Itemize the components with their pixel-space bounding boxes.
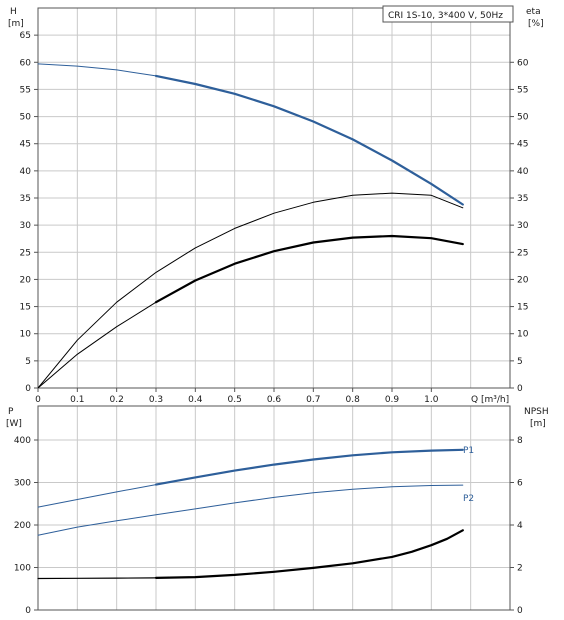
- top-left-axis-title-symbol: H: [10, 7, 17, 17]
- top-right-tick-label: 40: [517, 167, 529, 177]
- top-chart-tick-labels: 0 5 10 15 20 25 30 35 40 45 50 55 60 65 0 5 10 15 20 25 30 35…: [20, 31, 529, 405]
- top-left-tick-label: 65: [20, 31, 31, 41]
- top-right-axis-title-symbol: eta: [526, 7, 541, 17]
- x-tick-label: 0.2: [110, 395, 124, 405]
- top-right-tick-label: 45: [517, 140, 528, 150]
- top-left-tick-label: 10: [20, 330, 32, 340]
- top-right-tick-label: 0: [517, 384, 523, 394]
- top-left-tick-label: 55: [20, 85, 31, 95]
- top-right-tick-label: 15: [517, 303, 528, 313]
- series-label-p1: P1: [463, 446, 474, 456]
- top-left-tick-label: 50: [20, 113, 32, 123]
- legend-box-text: CRI 1S-10, 3*400 V, 50Hz: [388, 11, 503, 21]
- bottom-series-line-p1: [37, 449, 464, 508]
- top-left-tick-label: 45: [20, 140, 31, 150]
- top-left-tick-label: 20: [20, 275, 32, 285]
- top-left-tick-label: 15: [20, 303, 31, 313]
- x-tick-label: 0.6: [267, 395, 282, 405]
- bottom-series-line-p1-operating: [154, 448, 464, 486]
- top-right-tick-label: 30: [517, 221, 529, 231]
- bottom-right-tick-label: 4: [517, 521, 523, 531]
- bottom-right-axis-title-symbol: NPSH: [524, 407, 549, 417]
- bottom-right-axis-title-unit: [m]: [530, 419, 546, 429]
- top-right-tick-label: 25: [517, 248, 528, 258]
- bottom-series-line-p2: [37, 484, 464, 536]
- top-left-tick-label: 60: [20, 58, 32, 68]
- bottom-chart-grid: [37, 405, 511, 611]
- legend-box: [382, 5, 514, 23]
- top-right-tick-label: 50: [517, 113, 529, 123]
- bottom-left-axis-title-symbol: P: [8, 407, 14, 417]
- x-axis-title: Q [m³/h]: [471, 395, 509, 405]
- top-right-tick-label: 5: [517, 357, 523, 367]
- bottom-series-line-npsh-operating: [154, 529, 464, 580]
- bottom-series-line-npsh: [37, 577, 157, 580]
- x-tick-label: 0.3: [149, 395, 163, 405]
- bottom-left-axis-title-unit: [W]: [6, 419, 22, 429]
- top-left-tick-label: 5: [25, 357, 31, 367]
- top-series-line-head-operating: [154, 74, 464, 206]
- x-tick-label: 0: [35, 395, 41, 405]
- bottom-right-tick-label: 8: [517, 436, 523, 446]
- bottom-right-tick-label: 2: [517, 564, 523, 574]
- top-right-tick-label: 20: [517, 275, 529, 285]
- top-series-line-head: [37, 63, 464, 205]
- x-tick-label: 1.0: [424, 395, 439, 405]
- bottom-right-tick-label: 0: [517, 606, 523, 616]
- top-series-line-eta-pump: [37, 192, 464, 389]
- top-series-line-eta-total: [37, 301, 157, 389]
- x-tick-label: 0.4: [188, 395, 203, 405]
- top-left-tick-label: 30: [20, 221, 32, 231]
- x-tick-label: 0.1: [70, 395, 84, 405]
- x-tick-label: 0.9: [385, 395, 400, 405]
- top-right-tick-label: 55: [517, 85, 528, 95]
- top-left-tick-label: 40: [20, 167, 32, 177]
- top-series-line-eta-total-operating: [154, 234, 464, 304]
- top-right-tick-label: 60: [517, 58, 529, 68]
- top-right-axis-title-unit: [%]: [528, 19, 544, 29]
- bottom-right-tick-label: 6: [517, 479, 523, 489]
- series-label-p2: P2: [463, 494, 474, 504]
- bottom-left-tick-label: 0: [25, 606, 31, 616]
- x-tick-label: 0.8: [346, 395, 361, 405]
- bottom-left-tick-label: 200: [14, 521, 31, 531]
- bottom-plot-frame: [37, 405, 511, 611]
- x-tick-label: 0.7: [306, 395, 320, 405]
- top-left-tick-label: 0: [25, 384, 31, 394]
- top-left-axis-title-unit: [m]: [8, 19, 24, 29]
- x-tick-label: 0.5: [228, 395, 242, 405]
- top-left-tick-label: 25: [20, 248, 31, 258]
- bottom-chart-series: [37, 448, 464, 580]
- top-chart-series: [37, 63, 464, 389]
- bottom-left-tick-label: 400: [14, 436, 31, 446]
- bottom-left-tick-label: 300: [14, 479, 31, 489]
- top-left-tick-label: 35: [20, 194, 31, 204]
- top-right-tick-label: 35: [517, 194, 528, 204]
- bottom-left-tick-label: 100: [14, 564, 31, 574]
- top-right-tick-label: 10: [517, 330, 529, 340]
- bottom-chart-tick-labels: 0 100 200 300 400 0 2 4 6 8: [14, 436, 523, 616]
